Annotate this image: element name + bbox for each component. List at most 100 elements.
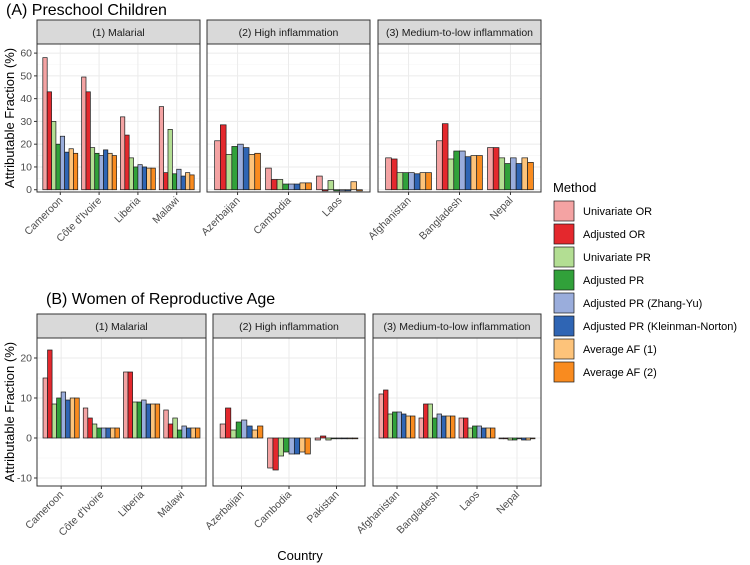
bar (327, 180, 335, 191)
bar (453, 150, 460, 191)
bar (405, 415, 411, 439)
bar (90, 147, 96, 191)
legend-label: Adjusted PR (Kleinman-Norton) (583, 321, 737, 333)
legend-swatch (553, 223, 575, 245)
bar (59, 135, 66, 191)
facet-border (36, 337, 207, 487)
country-group (487, 147, 534, 191)
bar (254, 152, 261, 191)
bar (314, 437, 321, 441)
bar (378, 393, 384, 439)
bar (190, 427, 196, 439)
bar (410, 415, 416, 439)
facet-border (212, 337, 366, 487)
bar (344, 189, 352, 192)
legend-item: Adjusted PR (553, 269, 644, 291)
bar (123, 371, 129, 439)
bar (436, 413, 442, 439)
x-tick-label: Afghanistan (366, 195, 414, 243)
bar (413, 173, 421, 191)
bar (485, 427, 491, 439)
legend-swatch (553, 315, 575, 337)
bar (56, 397, 62, 439)
y-tick-label: 40 (20, 93, 32, 105)
legend-swatch (553, 269, 575, 291)
bar (96, 427, 102, 439)
bar (176, 429, 183, 439)
x-tick-label: Liberia (112, 195, 143, 226)
x-tick-label: Laos (320, 195, 345, 220)
x-tick-label: Cambodia (251, 195, 293, 237)
bar (504, 163, 511, 191)
bar (521, 157, 528, 191)
bar (330, 437, 337, 440)
bar (445, 415, 451, 439)
bar (396, 172, 404, 191)
x-tick-label: Nepal (488, 195, 516, 223)
bar (74, 397, 80, 439)
bar (242, 147, 250, 191)
facet-border (36, 43, 201, 193)
bar (167, 129, 173, 191)
bar (401, 413, 407, 439)
panel-a: (A) Preschool Children Attributable Fract… (2, 2, 542, 245)
y-tick-label: 50 (20, 70, 32, 82)
bar (141, 399, 147, 439)
bar (246, 425, 253, 439)
bar (472, 425, 478, 439)
bar (356, 189, 363, 192)
bar (339, 189, 346, 192)
bar (515, 163, 523, 191)
bar (186, 427, 192, 439)
legend-swatch (553, 200, 575, 222)
facet-border (377, 43, 542, 193)
bar (293, 437, 301, 455)
bar (467, 427, 473, 439)
bar (98, 155, 104, 191)
bar (237, 143, 244, 191)
bar (145, 403, 152, 439)
x-tick-label: Bangladesh (394, 489, 442, 537)
facet-strip (372, 313, 542, 339)
bar (387, 413, 393, 439)
bar (481, 427, 487, 439)
legend-swatch (553, 361, 575, 383)
bar (503, 437, 509, 440)
x-axis-label: Country (277, 548, 323, 563)
bar (341, 437, 348, 440)
panel-title: (B) Women of Reproductive Age (46, 291, 275, 308)
bar (214, 140, 221, 191)
country-group (378, 389, 416, 439)
country-group (81, 76, 117, 191)
bar (195, 427, 201, 439)
country-group (316, 175, 363, 192)
bar (299, 182, 307, 191)
bar (498, 437, 504, 440)
y-axis-label: Attributable Fraction (%) (2, 48, 17, 188)
bar (441, 415, 447, 439)
bar (321, 189, 329, 192)
bar (432, 417, 438, 439)
country-group (267, 437, 311, 471)
bar (305, 182, 312, 191)
bar (525, 437, 531, 441)
bar (185, 172, 191, 191)
legend-label: Average AF (2) (583, 367, 657, 379)
bar (111, 155, 117, 191)
facet-strip (377, 19, 542, 45)
y-tick-label: 10 (20, 161, 32, 173)
bar (288, 437, 295, 455)
bar (69, 397, 76, 439)
x-tick-label: Malawi (155, 489, 187, 521)
country-group (265, 167, 312, 191)
bar (257, 425, 264, 439)
bar (427, 403, 433, 439)
bar (42, 377, 48, 439)
legend-label: Univariate OR (583, 206, 652, 218)
country-group (42, 57, 79, 191)
bar (283, 437, 290, 453)
bar (146, 167, 152, 191)
legend-title: Method (553, 180, 596, 195)
